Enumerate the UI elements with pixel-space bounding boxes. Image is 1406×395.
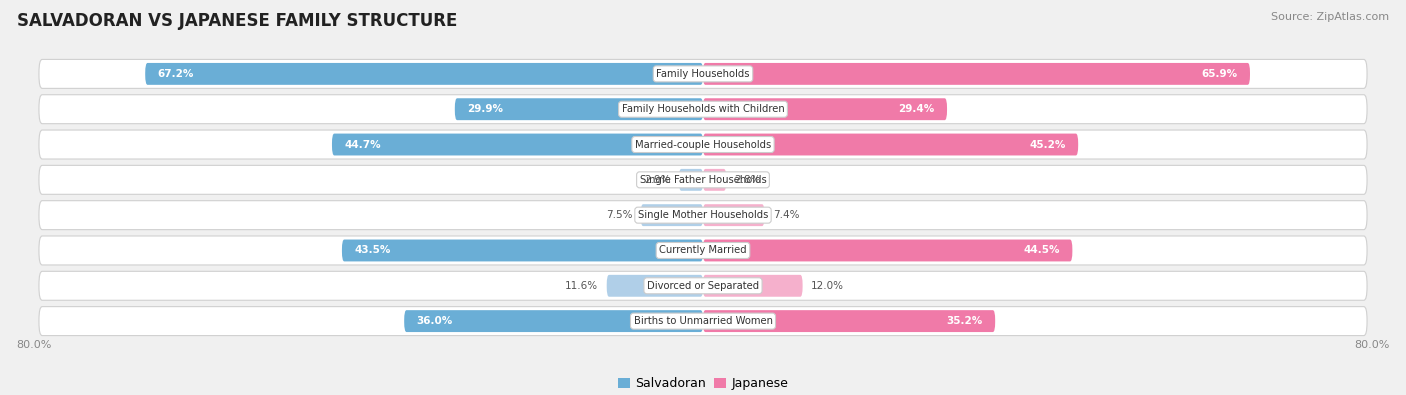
Legend: Salvadoran, Japanese: Salvadoran, Japanese [613,372,793,395]
Text: 45.2%: 45.2% [1029,139,1066,150]
Text: Family Households: Family Households [657,69,749,79]
FancyBboxPatch shape [703,310,995,332]
Text: Births to Unmarried Women: Births to Unmarried Women [634,316,772,326]
FancyBboxPatch shape [703,134,1078,156]
Text: 29.9%: 29.9% [467,104,503,114]
Text: Source: ZipAtlas.com: Source: ZipAtlas.com [1271,12,1389,22]
FancyBboxPatch shape [404,310,703,332]
Text: 36.0%: 36.0% [416,316,453,326]
Text: 2.8%: 2.8% [734,175,761,185]
FancyBboxPatch shape [39,307,1367,336]
FancyBboxPatch shape [39,271,1367,300]
FancyBboxPatch shape [703,204,765,226]
FancyBboxPatch shape [454,98,703,120]
Text: SALVADORAN VS JAPANESE FAMILY STRUCTURE: SALVADORAN VS JAPANESE FAMILY STRUCTURE [17,12,457,30]
FancyBboxPatch shape [39,95,1367,124]
FancyBboxPatch shape [342,239,703,261]
FancyBboxPatch shape [607,275,703,297]
FancyBboxPatch shape [332,134,703,156]
FancyBboxPatch shape [679,169,703,191]
Text: 11.6%: 11.6% [565,281,599,291]
FancyBboxPatch shape [39,130,1367,159]
Text: 44.5%: 44.5% [1024,245,1060,256]
Text: Single Father Households: Single Father Households [640,175,766,185]
Text: Divorced or Separated: Divorced or Separated [647,281,759,291]
FancyBboxPatch shape [641,204,703,226]
Text: 2.9%: 2.9% [644,175,671,185]
Text: Currently Married: Currently Married [659,245,747,256]
FancyBboxPatch shape [145,63,703,85]
FancyBboxPatch shape [39,236,1367,265]
FancyBboxPatch shape [39,59,1367,88]
Text: 65.9%: 65.9% [1201,69,1237,79]
Text: Married-couple Households: Married-couple Households [636,139,770,150]
FancyBboxPatch shape [703,98,948,120]
Text: 43.5%: 43.5% [354,245,391,256]
Text: Single Mother Households: Single Mother Households [638,210,768,220]
Text: 44.7%: 44.7% [344,139,381,150]
Text: 80.0%: 80.0% [17,340,52,350]
FancyBboxPatch shape [703,239,1073,261]
FancyBboxPatch shape [703,275,803,297]
Text: 29.4%: 29.4% [898,104,935,114]
Text: 35.2%: 35.2% [946,316,983,326]
FancyBboxPatch shape [703,63,1250,85]
Text: 67.2%: 67.2% [157,69,194,79]
FancyBboxPatch shape [39,166,1367,194]
Text: 80.0%: 80.0% [1354,340,1389,350]
FancyBboxPatch shape [39,201,1367,229]
Text: 12.0%: 12.0% [811,281,844,291]
FancyBboxPatch shape [703,169,727,191]
Text: 7.4%: 7.4% [773,210,799,220]
Text: 7.5%: 7.5% [606,210,633,220]
Text: Family Households with Children: Family Households with Children [621,104,785,114]
